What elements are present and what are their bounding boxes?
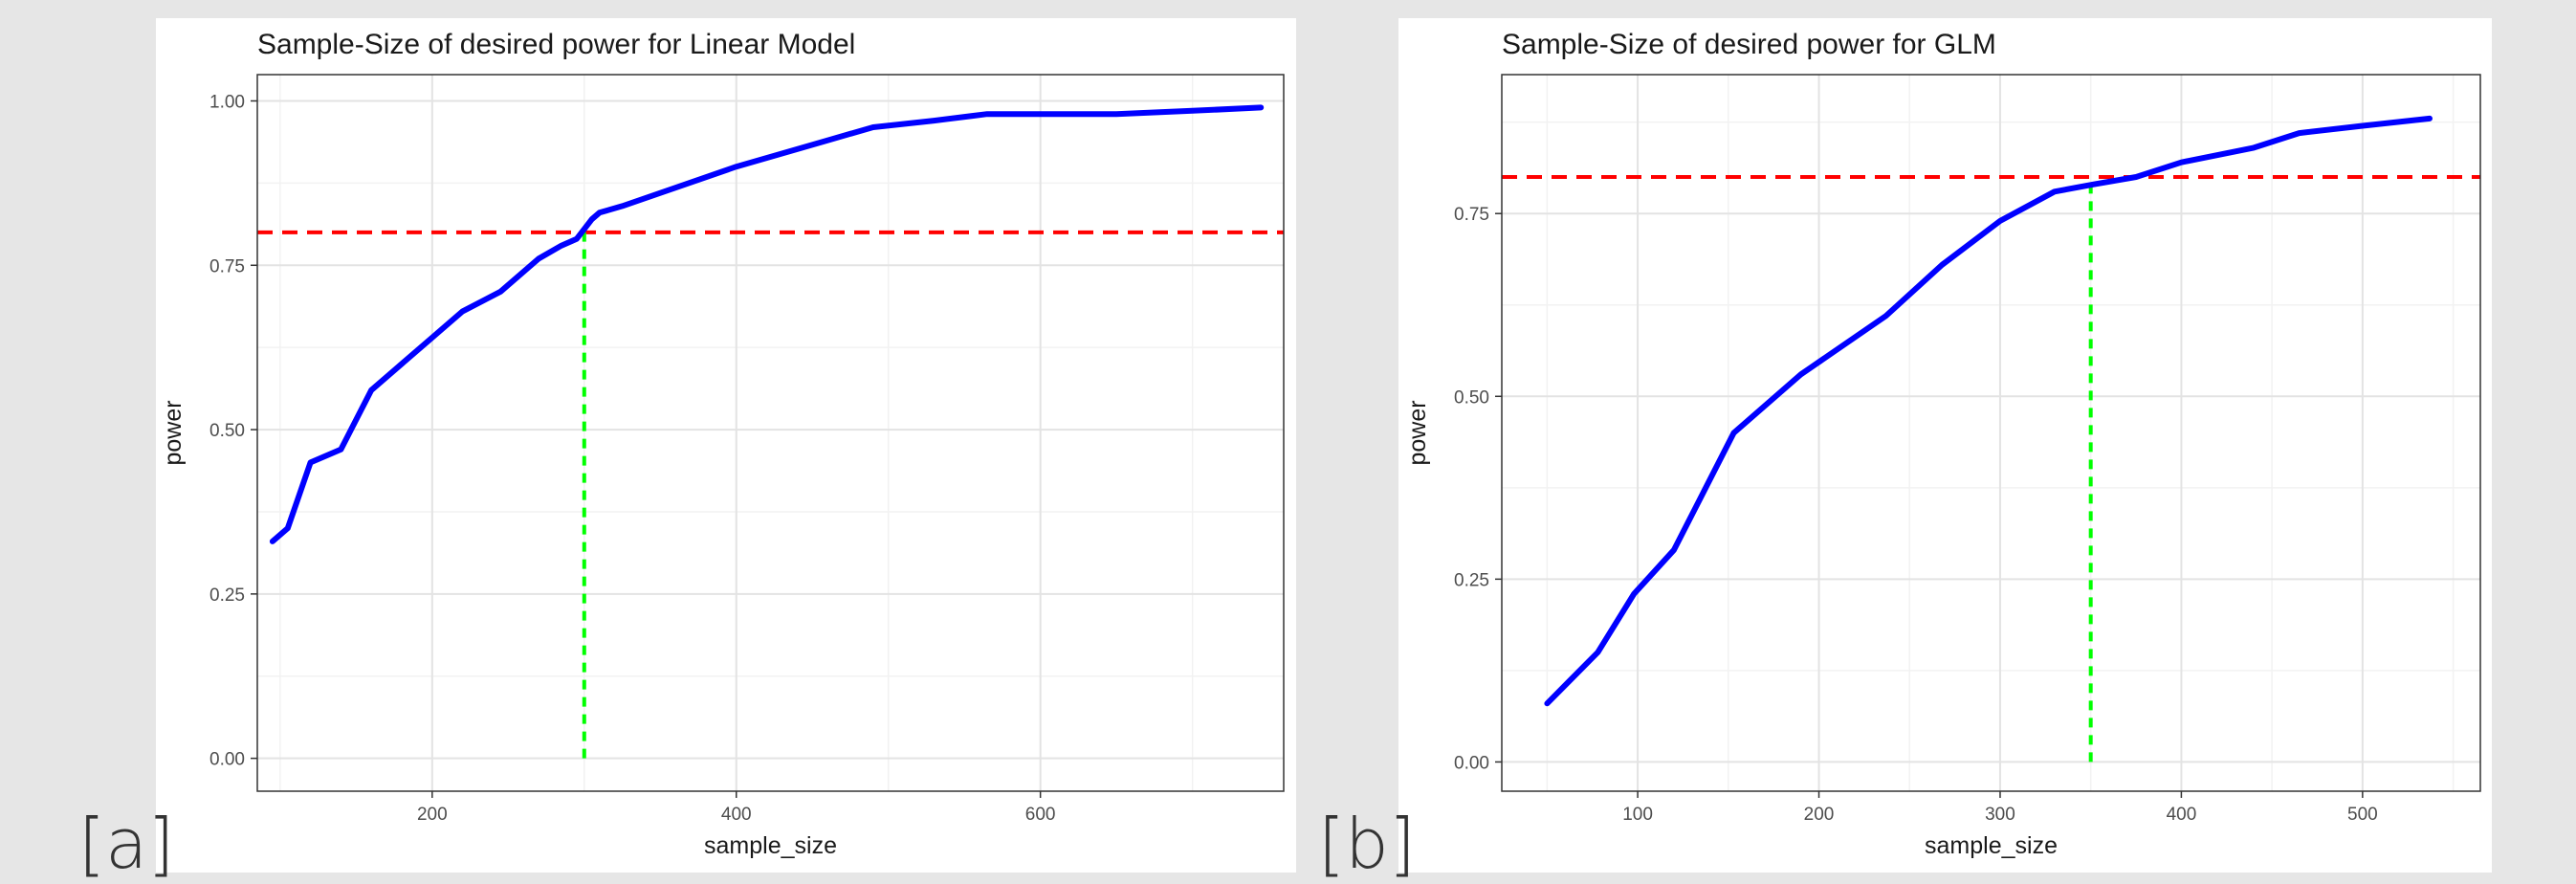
plot-border bbox=[256, 74, 1285, 792]
x-tick-label: 400 bbox=[2167, 805, 2197, 825]
panel-tag-b: [b] bbox=[1318, 804, 1416, 884]
y-tick-label: 0.75 bbox=[209, 256, 245, 276]
x-tick-label: 600 bbox=[1025, 805, 1056, 825]
chart-glm: 100 200 300 400 500 0.00 0.25 0.50 0.75 Sample-Si… bbox=[1404, 29, 2481, 859]
x-tick-label: 200 bbox=[417, 805, 448, 825]
y-tick-label: 0.00 bbox=[209, 750, 245, 770]
x-tick-label: 200 bbox=[1804, 805, 1835, 825]
y-tick-label: 1.00 bbox=[209, 92, 245, 112]
x-tick-label: 300 bbox=[1985, 805, 2015, 825]
y-tick-label: 0.25 bbox=[1454, 570, 1489, 590]
y-tick-label: 0.50 bbox=[209, 421, 245, 441]
x-tick-label: 100 bbox=[1622, 805, 1653, 825]
plot-border bbox=[1501, 74, 2481, 792]
chart-linear-model: 200 400 600 0.00 0.25 0.50 0.75 1.00 Sample-Size… bbox=[160, 29, 1285, 859]
x-tick-label: 500 bbox=[2347, 805, 2378, 825]
x-tick-label: 400 bbox=[721, 805, 752, 825]
chart-panel-linear-model: 200 400 600 0.00 0.25 0.50 0.75 1.00 Sample-Size… bbox=[156, 18, 1296, 873]
series-line-power bbox=[269, 104, 1265, 544]
chart-title: Sample-Size of desired power for Linear … bbox=[257, 29, 855, 60]
x-axis-title: sample_size bbox=[1925, 832, 2058, 859]
y-axis-title: power bbox=[160, 400, 187, 465]
panel-tag-a: [a] bbox=[78, 804, 175, 884]
chart-title: Sample-Size of desired power for GLM bbox=[1502, 29, 1996, 60]
chart-panel-glm: 100 200 300 400 500 0.00 0.25 0.50 0.75 Sample-Si… bbox=[1398, 18, 2492, 873]
y-tick-label: 0.50 bbox=[1454, 387, 1489, 408]
y-tick-label: 0.00 bbox=[1454, 753, 1489, 773]
x-axis-title: sample_size bbox=[704, 832, 837, 859]
y-axis-title: power bbox=[1404, 400, 1431, 465]
series-line-power bbox=[1544, 115, 2433, 707]
y-tick-label: 0.75 bbox=[1454, 205, 1489, 225]
y-tick-label: 0.25 bbox=[209, 586, 245, 606]
